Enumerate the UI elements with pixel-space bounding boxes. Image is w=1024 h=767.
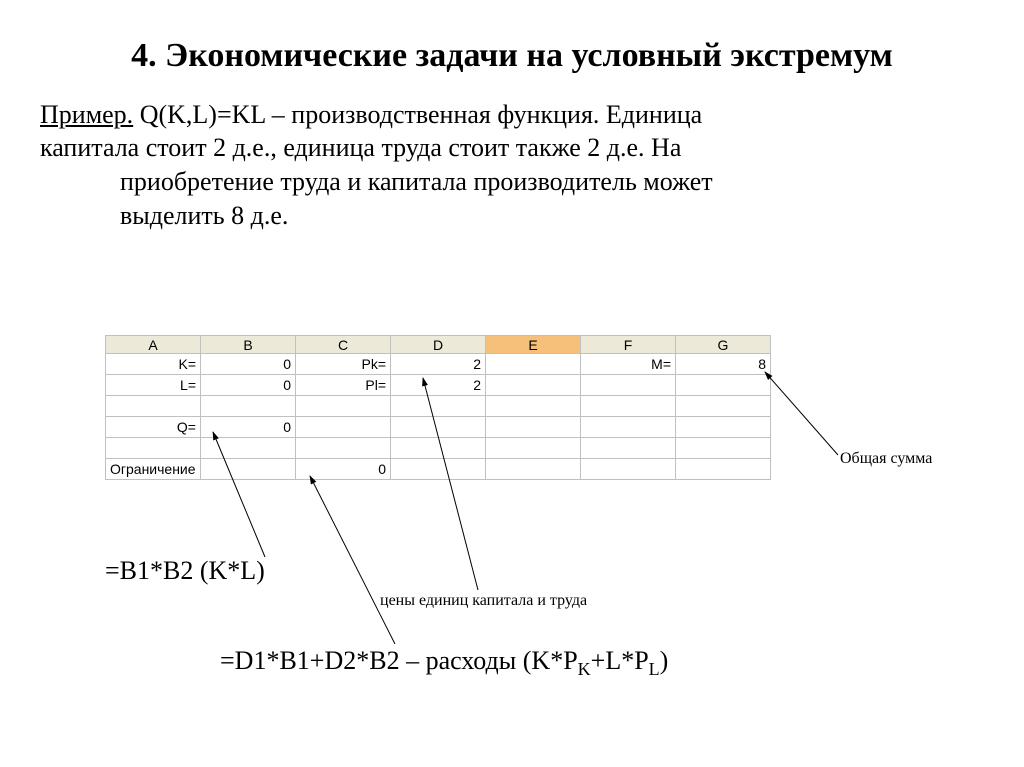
table-row: L=0Pl=2: [106, 375, 771, 396]
col-header: A: [106, 336, 201, 354]
cell: 8: [676, 354, 771, 375]
para-line1: Q(K,L)=KL – производственная функция. Ед…: [133, 100, 702, 129]
cell: [676, 417, 771, 438]
f2-sub2: L: [649, 659, 660, 679]
cell: 0: [201, 417, 296, 438]
formula-product: =B1*B2 (K*L): [105, 556, 265, 586]
cell: [296, 396, 391, 417]
cell: 0: [201, 375, 296, 396]
spreadsheet: ABCDEFG K=0Pk=2M=8L=0Pl=2Q=0Ограничение0: [105, 335, 771, 480]
cell: [106, 396, 201, 417]
cell: [676, 375, 771, 396]
f2-sub1: K: [578, 659, 591, 679]
cell: M=: [581, 354, 676, 375]
cell: 2: [391, 354, 486, 375]
col-header: C: [296, 336, 391, 354]
cell: Ограничение: [106, 459, 201, 480]
cell: [201, 459, 296, 480]
col-header: F: [581, 336, 676, 354]
col-header: E: [486, 336, 581, 354]
cell: [581, 375, 676, 396]
cell: [581, 438, 676, 459]
table-row: Q=0: [106, 417, 771, 438]
header-row: ABCDEFG: [106, 336, 771, 354]
cell: [296, 438, 391, 459]
cell: [486, 396, 581, 417]
col-header: B: [201, 336, 296, 354]
para-line2: капитала стоит 2 д.е., единица труда сто…: [40, 133, 681, 162]
cell: K=: [106, 354, 201, 375]
cell: [296, 417, 391, 438]
body-paragraph: Пример. Q(K,L)=KL – производственная фун…: [0, 78, 1024, 233]
cell: [486, 375, 581, 396]
cell: 0: [201, 354, 296, 375]
spreadsheet-table: ABCDEFG K=0Pk=2M=8L=0Pl=2Q=0Ограничение0: [105, 335, 771, 480]
cell: [486, 417, 581, 438]
para-line4: выделить 8 д.е.: [120, 201, 288, 230]
cell: [391, 459, 486, 480]
cell: [201, 438, 296, 459]
cell: Q=: [106, 417, 201, 438]
cell: [391, 438, 486, 459]
cell: [391, 417, 486, 438]
table-row: K=0Pk=2 M=8: [106, 354, 771, 375]
para-line3: приобретение труда и капитала производит…: [120, 167, 713, 196]
cell: [486, 354, 581, 375]
col-header: D: [391, 336, 486, 354]
f2-end: ): [660, 646, 669, 675]
cell: [391, 396, 486, 417]
cell: Pk=: [296, 354, 391, 375]
arrow: [310, 476, 395, 644]
table-row: [106, 396, 771, 417]
cell: [486, 459, 581, 480]
cell: [486, 438, 581, 459]
total-sum-label: Общая сумма: [840, 450, 932, 468]
cell: [201, 396, 296, 417]
cell: L=: [106, 375, 201, 396]
cell: [676, 459, 771, 480]
example-label: Пример.: [40, 100, 133, 129]
cell: [581, 396, 676, 417]
f2-pre: =D1*B1+D2*B2 – расходы (K*P: [220, 646, 578, 675]
prices-label: цены единиц капитала и труда: [380, 592, 587, 610]
arrow: [765, 372, 838, 455]
f2-mid: +L*P: [591, 646, 649, 675]
table-row: Ограничение 0: [106, 459, 771, 480]
table-row: [106, 438, 771, 459]
cell: [581, 459, 676, 480]
cell: [676, 396, 771, 417]
cell: 2: [391, 375, 486, 396]
cell: [676, 438, 771, 459]
slide-title: 4. Экономические задачи на условный экст…: [0, 0, 1024, 78]
cell: 0: [296, 459, 391, 480]
cell: [581, 417, 676, 438]
col-header: G: [676, 336, 771, 354]
formula-expenses: =D1*B1+D2*B2 – расходы (K*PK+L*PL): [220, 646, 668, 680]
cell: Pl=: [296, 375, 391, 396]
cell: [106, 438, 201, 459]
